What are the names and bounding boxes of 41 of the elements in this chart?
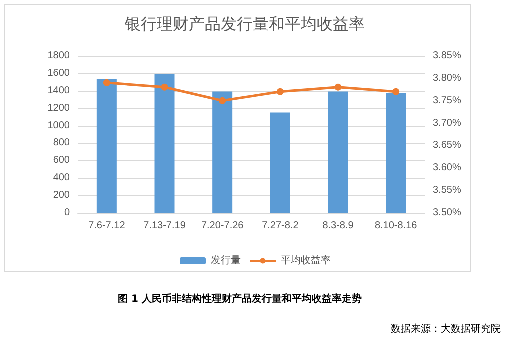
y-tick-label: 600: [53, 155, 70, 166]
y-tick-label: 1200: [48, 102, 70, 114]
x-tick-label: 7.27-8.2: [262, 220, 300, 232]
y2-tick-label: 3.55%: [433, 185, 462, 196]
legend-label: 平均收益率: [281, 254, 331, 266]
point: [276, 88, 284, 96]
bar: [328, 92, 348, 213]
point: [161, 84, 168, 91]
y-tick-label: 0: [64, 208, 70, 218]
x-tick-label: 7.20-7.26: [201, 220, 244, 232]
y-tick-label: 800: [53, 138, 70, 149]
y-tick-label: 200: [53, 190, 70, 202]
point: [392, 88, 400, 96]
x-tick-label: 8.3-8.9: [322, 220, 354, 232]
y2-tick-label: 3.75%: [433, 95, 462, 106]
point: [103, 79, 110, 86]
point: [334, 84, 342, 91]
y2-tick-label: 3.65%: [433, 140, 462, 152]
y2-tick-label: 3.85%: [433, 50, 462, 62]
y2-tick-label: 3.80%: [433, 72, 462, 84]
source-note: 数据来源：大数据研究院: [391, 322, 501, 336]
caption: 图 1 人民币非结构性理财产品发行量和平均收益率走势: [117, 292, 363, 306]
y2-tick-label: 3.50%: [433, 208, 462, 218]
x-tick-label: 8.10-8.16: [374, 220, 418, 232]
chart-title: 银行理财产品发行量和平均收益率: [124, 16, 365, 34]
y-tick-label: 1600: [48, 68, 70, 79]
bar: [386, 94, 406, 213]
bar: [96, 80, 117, 213]
y-tick-label: 1400: [48, 85, 70, 96]
y-tick-label: 1000: [48, 120, 70, 132]
bar: [154, 74, 175, 213]
x-tick-label: 7.13-7.19: [144, 220, 186, 232]
x-tick-label: 7.6-7.12: [88, 220, 126, 232]
y2-tick-label: 3.60%: [433, 162, 462, 174]
y-tick-label: 400: [53, 172, 70, 184]
y2-tick-label: 3.70%: [433, 118, 462, 129]
bar: [212, 92, 233, 213]
bar: [270, 112, 290, 213]
y-tick-label: 1800: [48, 50, 70, 62]
point: [219, 97, 226, 104]
legend-label: 发行量: [211, 256, 241, 266]
